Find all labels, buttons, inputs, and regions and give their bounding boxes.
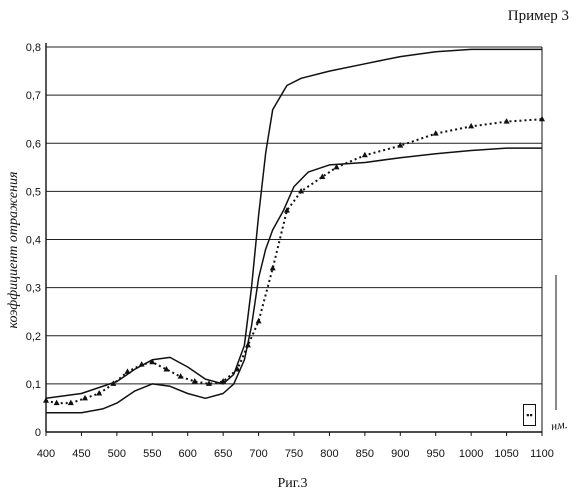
y-tick-label: 0,5: [26, 186, 41, 198]
series-point-triangle: [178, 373, 184, 379]
x-tick-label: 800: [320, 448, 338, 460]
y-tick-label: 0,8: [26, 42, 41, 54]
y-tick-label: 0,3: [26, 283, 41, 295]
series-point-triangle: [192, 378, 198, 384]
series-line-dotted: [46, 119, 542, 403]
x-tick-label: 750: [285, 448, 303, 460]
x-tick-label: 1100: [530, 448, 554, 460]
series-point-triangle: [433, 130, 439, 136]
x-axis-unit: нм.: [550, 417, 569, 434]
x-tick-label: 600: [179, 448, 197, 460]
series-point-triangle: [124, 368, 130, 374]
series-line-solid: [46, 49, 542, 398]
x-tick-label: 1000: [459, 448, 483, 460]
tick-labels: 0 0,1 0,2 0,3 0,4 0,5 0,6 0,7 0,8 400 450 500 550 600…: [26, 42, 554, 460]
y-tick-label: 0,1: [26, 379, 41, 391]
series-point-triangle: [298, 188, 304, 194]
figure-caption: Риг.3: [0, 476, 585, 492]
grid-lines: [46, 47, 542, 432]
x-tick-label: 700: [249, 448, 267, 460]
y-tick-label: 0,6: [26, 138, 41, 150]
y-tick-label: 0,7: [26, 90, 41, 102]
x-tick-label: 550: [143, 448, 161, 460]
x-tick-label: 650: [214, 448, 232, 460]
x-tick-label: 850: [356, 448, 374, 460]
series-point-triangle: [362, 152, 368, 158]
legend-key: ▪▪: [523, 404, 536, 426]
series-point-triangle: [96, 390, 102, 396]
series-point-triangle: [54, 400, 60, 406]
series-point-triangle: [468, 123, 474, 129]
series-point-triangle: [68, 400, 74, 406]
x-tick-label: 500: [108, 448, 126, 460]
y-tick-label: 0: [35, 427, 41, 439]
y-tick-label: 0,2: [26, 331, 41, 343]
y-tick-label: 0,4: [26, 235, 41, 247]
series-line-solid: [46, 148, 542, 413]
series-point-triangle: [504, 118, 510, 124]
series-point-triangle: [82, 395, 88, 401]
x-tick-label: 1050: [494, 448, 518, 460]
x-tick-label: 400: [37, 448, 55, 460]
series-group: [43, 49, 545, 412]
x-tick-label: 950: [427, 448, 445, 460]
series-point-triangle: [256, 318, 262, 324]
x-tick-label: 900: [391, 448, 409, 460]
series-point-triangle: [270, 265, 276, 271]
x-tick-label: 450: [72, 448, 90, 460]
y-axis-title: коэффициент отражения: [6, 171, 22, 328]
